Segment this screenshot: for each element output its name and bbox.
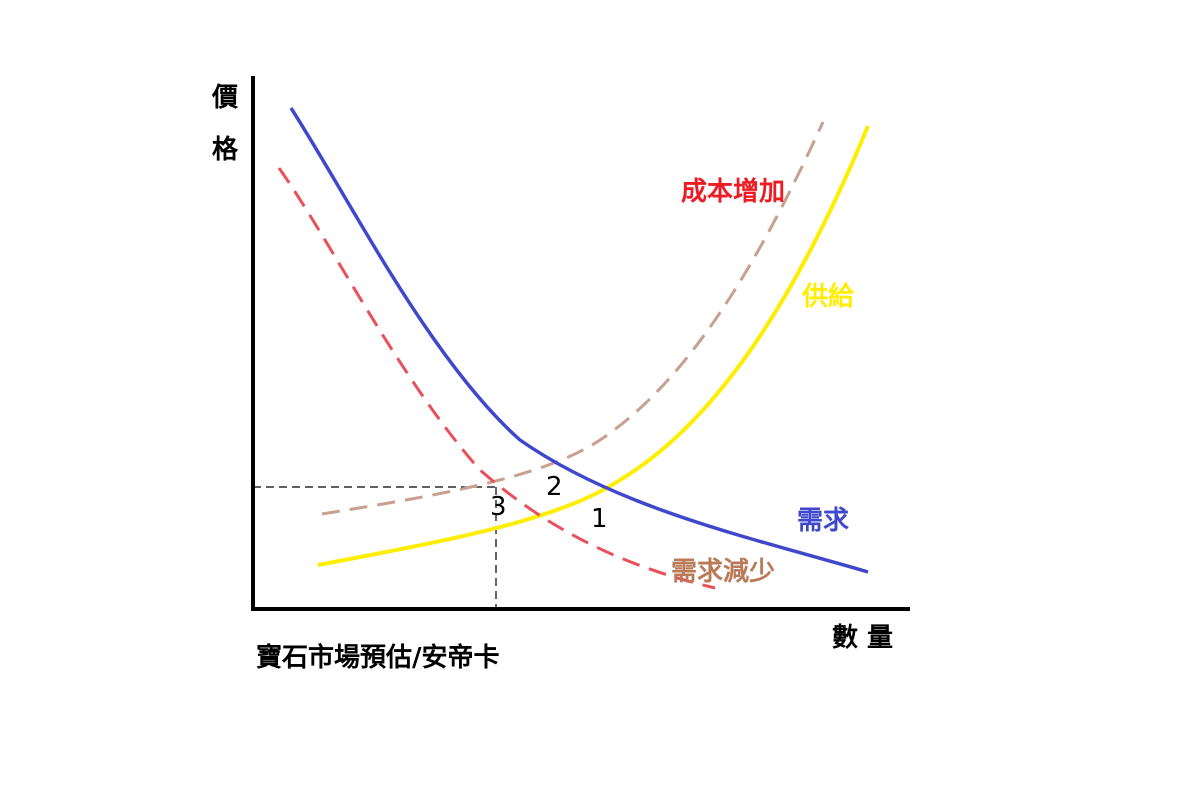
supply-label: 供給 [801,281,855,312]
demand-label: 需求 [797,506,849,536]
demand-decrease-curve [277,167,716,590]
equilibrium-point-3: 3 [490,492,507,522]
equilibrium-point-1: 1 [591,504,608,534]
caption: 寶石市場預估/安帝卡 [256,642,500,673]
supply-curve [317,125,870,567]
supply-cost-increase-label: 成本增加 [681,176,785,207]
supply-cost-increase-curve [321,121,825,516]
equilibrium-point-2: 2 [546,472,563,502]
demand-curve [289,107,869,574]
y-axis-label-bottom: 格 [212,134,239,165]
demand-decrease-label: 需求減少 [671,557,775,587]
y-axis-label-top: 價 [211,83,239,113]
x-axis-label: 數 量 [832,623,893,653]
